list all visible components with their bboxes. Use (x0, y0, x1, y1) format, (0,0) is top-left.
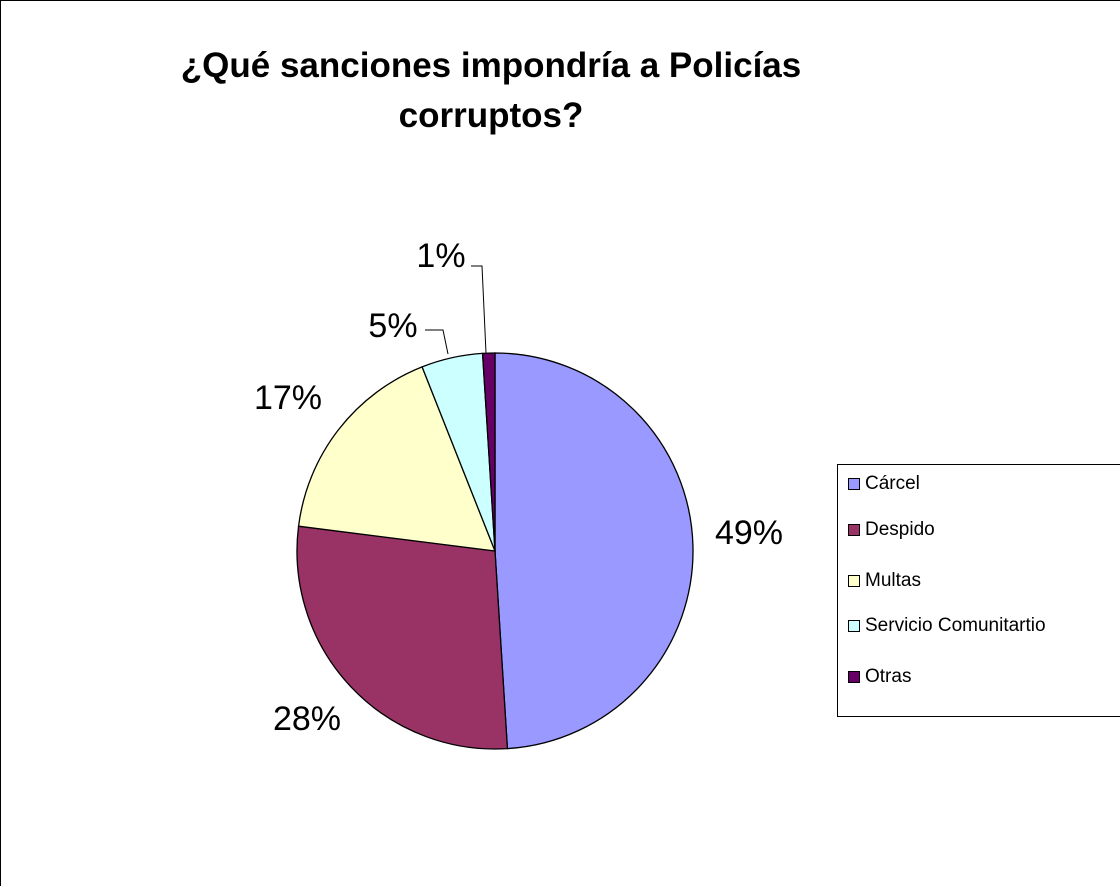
legend-label-0: Cárcel (865, 473, 920, 494)
legend-swatch-3 (848, 620, 860, 632)
legend-label-4: Otras (865, 666, 912, 687)
data-label-4: 1% (416, 237, 465, 275)
legend-swatch-1 (848, 524, 860, 536)
legend-label-3: Servicio Comunitartio (865, 615, 1046, 636)
legend-item-1: Despido (848, 519, 935, 541)
data-label-0: 49% (715, 514, 783, 552)
legend-swatch-2 (848, 575, 860, 587)
legend-label-1: Despido (865, 519, 935, 540)
data-label-2: 17% (254, 379, 322, 417)
legend-item-0: Cárcel (848, 473, 920, 495)
legend-label-2: Multas (865, 570, 921, 591)
legend-swatch-4 (848, 671, 860, 683)
pie-slice-4 (481, 352, 496, 552)
data-label-3: 5% (368, 307, 417, 345)
legend-item-3: Servicio Comunitartio (848, 615, 1046, 637)
chart-title: ¿Qué sanciones impondría a Policías corr… (180, 46, 802, 135)
chart-legend: Cárcel Despido Multas Servicio Comunitartio… (837, 464, 1120, 717)
leader-line-3 (425, 329, 449, 355)
pie-slice-1 (296, 525, 509, 750)
legend-item-2: Multas (848, 570, 921, 592)
pie-slice-2 (297, 366, 497, 552)
pie-slice-0 (494, 352, 694, 750)
legend-item-4: Otras (848, 666, 911, 688)
legend-swatch-0 (848, 478, 860, 490)
leader-line-4 (471, 265, 487, 354)
data-label-1: 28% (273, 700, 341, 738)
